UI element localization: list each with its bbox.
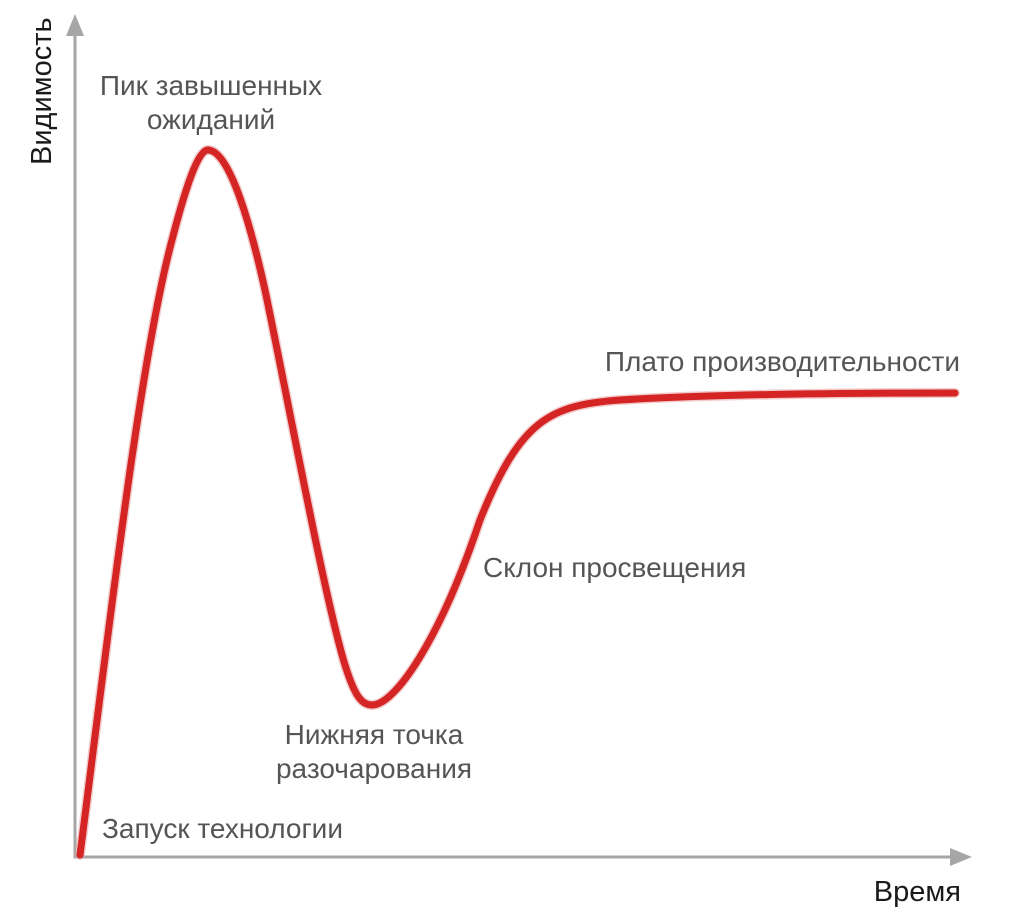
hype-curve-shadow — [75, 145, 960, 860]
label-trough-line1: Нижняя точка — [285, 719, 464, 750]
label-peak-line1: Пик завышенных — [100, 70, 322, 101]
y-axis-title: Видимость — [26, 17, 58, 165]
label-plateau: Плато производительности — [605, 346, 960, 377]
label-peak-line2: ожиданий — [147, 104, 275, 135]
label-slope: Склон просвещения — [483, 552, 746, 583]
x-axis-title: Время — [874, 876, 961, 908]
y-axis-arrow-icon — [66, 14, 84, 36]
x-axis-arrow-icon — [950, 848, 972, 866]
label-trigger: Запуск технологии — [102, 813, 343, 844]
hype-curve — [76, 146, 959, 859]
label-trough-line2: разочарования — [276, 753, 472, 784]
